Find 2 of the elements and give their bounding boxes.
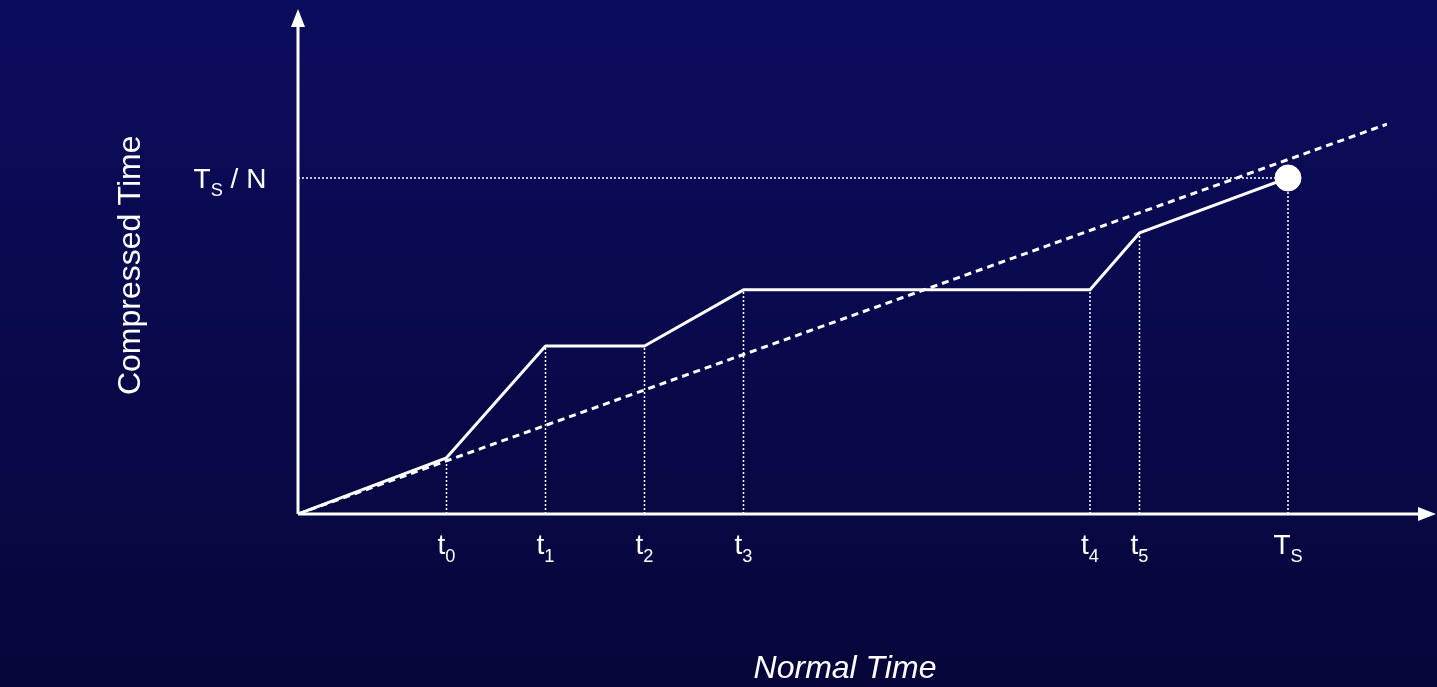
y-axis-title: Compressed Time (111, 135, 147, 396)
x-axis-title: Normal Time (753, 649, 937, 685)
